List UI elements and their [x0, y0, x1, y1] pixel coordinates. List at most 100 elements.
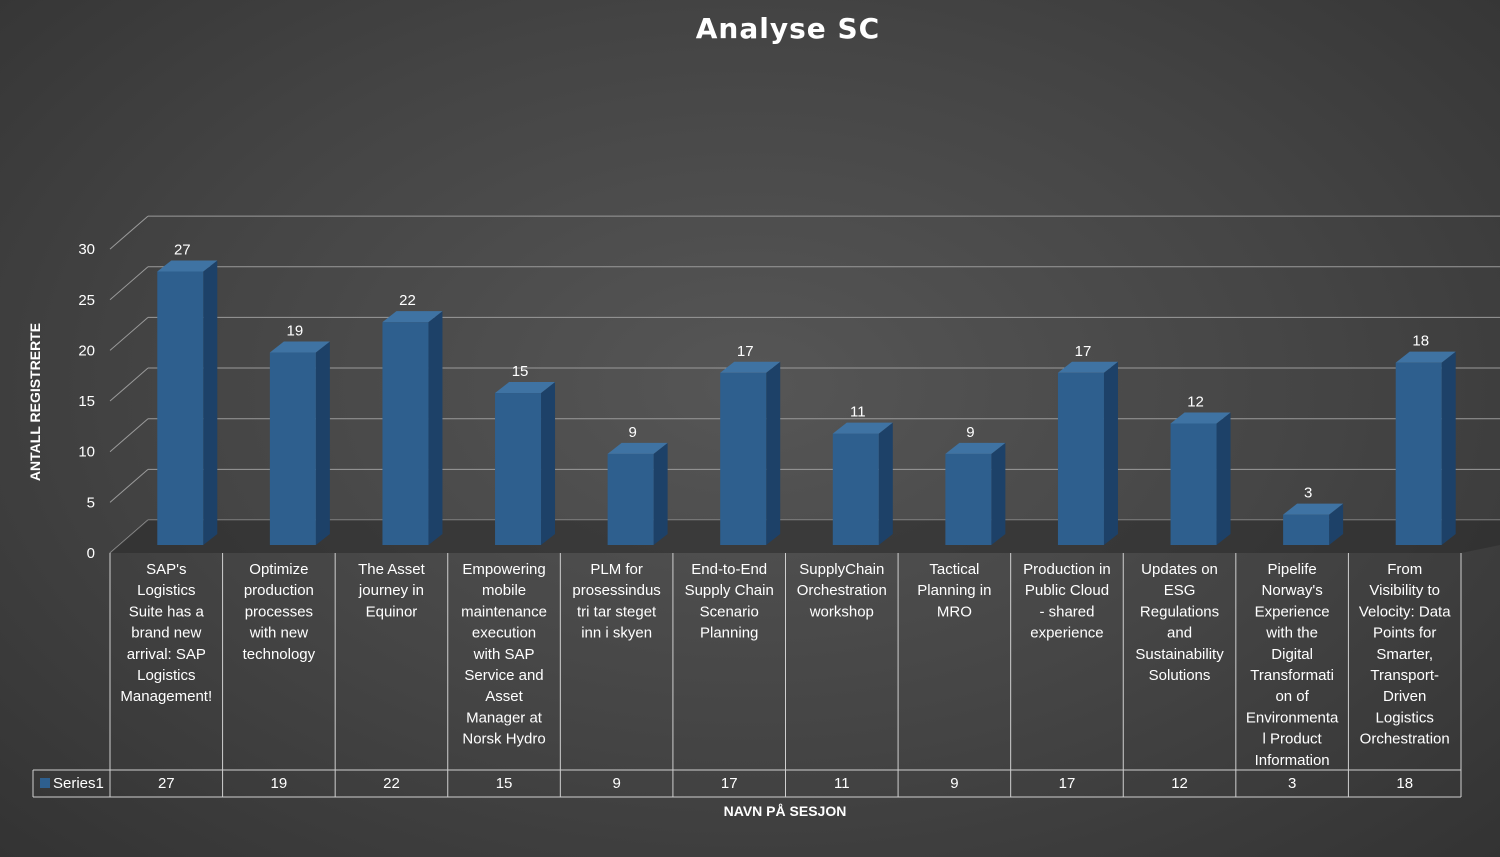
bar-top	[1057, 361, 1118, 373]
category-label-2: Optimize production processes with new techn…	[243, 561, 316, 663]
bar-front	[157, 271, 204, 545]
bar-top	[495, 382, 556, 394]
category-label-line: l Product	[1263, 731, 1323, 748]
category-label-line: Logistics	[137, 582, 195, 599]
category-label-line: PLM for	[590, 561, 643, 578]
bar-top	[607, 442, 668, 454]
bar-top	[157, 260, 218, 272]
category-label-line: maintenance	[461, 603, 547, 620]
bar-front	[832, 433, 879, 545]
bar-11	[1283, 503, 1344, 545]
bar-side	[991, 442, 1006, 545]
data-label: 12	[1187, 393, 1204, 410]
bar-top	[720, 361, 781, 373]
category-label-line: Suite has a	[129, 603, 205, 620]
category-label-line: ESG	[1164, 582, 1196, 599]
bar-9	[1057, 361, 1118, 545]
category-label-line: with new	[249, 625, 309, 642]
bar-front	[382, 322, 429, 545]
category-label-line: Sustainability	[1135, 646, 1224, 663]
bar-front	[1283, 514, 1330, 545]
category-label-line: prosessindus	[572, 582, 660, 599]
category-label-line: SAP's	[146, 561, 186, 578]
category-label-line: Supply Chain	[685, 582, 774, 599]
category-label-line: experience	[1030, 625, 1103, 642]
bar-front	[495, 393, 542, 545]
y-tick-label: 0	[87, 545, 95, 562]
bar-front	[607, 453, 654, 545]
category-label-12: From Visibility to Velocity: Data Points fo…	[1359, 561, 1451, 748]
gridline-diag-5	[109, 266, 149, 301]
category-label-line: tri tar steget	[577, 603, 657, 620]
data-label: 22	[399, 292, 416, 309]
bar-1	[157, 260, 218, 545]
bar-front	[945, 453, 992, 545]
category-label-line: Environmenta	[1246, 709, 1339, 726]
category-label-10: Updates on ESG Regulations and Sustainabilit…	[1135, 561, 1224, 684]
bar-2	[269, 341, 330, 545]
data-table: SAP's Logistics Suite has a brand new arriva…	[32, 553, 1462, 798]
category-label-line: brand new	[131, 625, 201, 642]
bar-6	[720, 361, 781, 545]
category-label-line: Public Cloud	[1025, 582, 1109, 599]
category-label-line: Empowering	[462, 561, 545, 578]
category-label-line: Velocity: Data	[1359, 603, 1451, 620]
y-tick-label: 5	[87, 494, 95, 511]
category-label-line: and	[1167, 625, 1192, 642]
bar-top	[945, 442, 1006, 454]
x-axis-title: NAVN PÅ SESJON	[724, 803, 847, 819]
gridline-diag-4	[109, 317, 149, 351]
bar-front	[1395, 362, 1442, 545]
category-label-line: Orchestration	[797, 582, 887, 599]
category-label-6: End-to-End Supply Chain Scenario Planning	[685, 561, 774, 642]
bar-4	[495, 382, 556, 545]
category-label-line: Updates on	[1141, 561, 1218, 578]
category-label-11: Pipelife Norway's Experience with the Digita…	[1246, 561, 1339, 769]
category-label-4: Empowering mobile maintenance execution with…	[461, 561, 547, 748]
category-label-line: Solutions	[1149, 667, 1211, 684]
category-label-line: Transformati	[1250, 667, 1334, 684]
bar-side	[1441, 351, 1456, 545]
bars	[157, 260, 1456, 545]
table-value: 11	[834, 775, 850, 792]
bar-side	[878, 422, 893, 545]
chart-title: Analyse SC	[696, 12, 880, 45]
bar-top	[269, 341, 330, 353]
category-label-line: arrival: SAP	[127, 646, 206, 663]
category-label-5: PLM for prosessindus tri tar steget inn i s…	[572, 561, 660, 642]
chart-floor	[110, 520, 1500, 553]
category-label-line: From	[1387, 561, 1422, 578]
y-tick-label: 10	[78, 444, 95, 461]
category-label-line: with the	[1265, 625, 1318, 642]
y-tick-label: 15	[78, 393, 95, 410]
category-label-line: Production in	[1023, 561, 1111, 578]
category-label-7: SupplyChain Orchestration workshop	[797, 561, 887, 620]
category-label-line: - shared	[1039, 603, 1094, 620]
data-label: 3	[1304, 485, 1312, 502]
bar-front	[269, 352, 316, 545]
bar-front	[720, 372, 767, 545]
gridlines	[109, 215, 1500, 554]
category-label-8: Tactical Planning in MRO	[917, 561, 991, 620]
table-value: 22	[383, 775, 400, 792]
data-label: 9	[628, 424, 636, 441]
bar-top	[382, 311, 443, 323]
bar-side	[541, 382, 556, 545]
category-label-line: Smarter,	[1376, 646, 1433, 663]
category-label-line: Information	[1255, 752, 1330, 769]
category-label-line: Experience	[1255, 603, 1330, 620]
legend-series-name: Series1	[53, 775, 104, 792]
category-label-line: Norsk Hydro	[462, 731, 545, 748]
category-label-line: Digital	[1271, 646, 1313, 663]
category-label-line: Pipelife	[1268, 561, 1317, 578]
category-label-line: Equinor	[366, 603, 418, 620]
category-label-line: processes	[245, 603, 313, 620]
data-label: 15	[512, 363, 529, 380]
category-label-line: Logistics	[1376, 709, 1434, 726]
category-label-line: Regulations	[1140, 603, 1219, 620]
category-label-1: SAP's Logistics Suite has a brand new arriva…	[120, 561, 212, 705]
category-label-line: technology	[243, 646, 316, 663]
gridline-diag-1	[109, 468, 149, 503]
bar-top	[1170, 412, 1231, 424]
gridline-diag-3	[109, 367, 149, 402]
